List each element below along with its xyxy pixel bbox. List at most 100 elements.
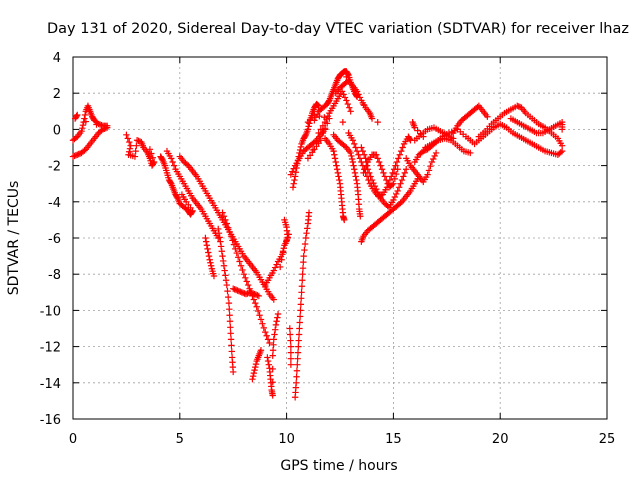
series-sat-a	[69, 102, 111, 144]
data-point-marker	[316, 112, 323, 120]
x-tick-label: 10	[278, 432, 295, 447]
data-point-marker	[296, 319, 303, 326]
data-point-marker	[265, 361, 272, 368]
data-point-marker	[365, 169, 373, 177]
data-point-marker	[397, 180, 404, 187]
data-point-marker	[169, 158, 176, 166]
data-point-marker	[291, 176, 298, 184]
data-point-marker	[251, 366, 258, 374]
data-point-marker	[314, 101, 321, 108]
data-point-marker	[219, 252, 226, 260]
data-point-marker	[321, 114, 328, 121]
data-point-marker	[263, 332, 270, 339]
data-point-marker	[293, 379, 300, 386]
y-tick-label: -4	[48, 196, 61, 211]
series-sat-k	[249, 347, 265, 383]
series-sat-c	[123, 131, 158, 169]
data-point-marker	[343, 73, 350, 81]
data-point-marker	[124, 135, 132, 142]
data-point-marker	[252, 299, 259, 307]
data-point-marker	[167, 179, 174, 186]
data-point-marker	[101, 125, 108, 132]
data-point-marker	[257, 316, 265, 323]
data-point-marker	[298, 289, 305, 296]
data-point-marker	[411, 124, 418, 131]
data-point-marker	[81, 111, 89, 119]
data-point-marker	[428, 158, 436, 166]
data-point-marker	[242, 274, 249, 282]
data-point-marker	[430, 155, 437, 163]
data-point-marker	[269, 392, 276, 399]
data-point-marker	[363, 162, 370, 169]
series-sat-l	[264, 310, 282, 399]
data-point-marker	[295, 337, 302, 344]
data-point-marker	[375, 158, 383, 166]
data-point-marker	[392, 162, 399, 169]
data-point-marker	[297, 307, 304, 314]
data-point-marker	[299, 277, 306, 284]
data-point-marker	[431, 140, 438, 147]
data-point-marker	[341, 143, 349, 150]
data-point-marker	[373, 151, 380, 158]
data-point-marker	[285, 231, 292, 238]
data-point-marker	[420, 133, 427, 140]
data-point-marker	[269, 378, 276, 386]
data-point-marker	[300, 258, 307, 266]
data-point-marker	[272, 326, 279, 333]
data-point-marker	[269, 352, 276, 359]
data-point-marker	[302, 234, 310, 242]
data-point-marker	[341, 94, 349, 101]
data-point-marker	[351, 140, 358, 148]
data-point-marker	[305, 123, 312, 130]
data-point-marker	[314, 102, 322, 109]
data-point-marker	[202, 234, 209, 242]
data-point-marker	[333, 166, 341, 173]
data-point-marker	[225, 224, 232, 231]
series-sat-ae	[450, 102, 491, 137]
data-point-marker	[303, 229, 310, 237]
data-point-marker	[301, 246, 308, 254]
series-sat-aj	[304, 111, 427, 162]
data-point-marker	[72, 152, 80, 159]
data-point-marker	[358, 144, 365, 151]
data-point-marker	[304, 225, 311, 232]
data-point-marker	[421, 147, 428, 154]
data-point-marker	[304, 118, 312, 126]
data-point-marker	[188, 208, 196, 216]
data-point-marker	[557, 149, 564, 156]
data-point-marker	[287, 349, 295, 356]
data-point-marker	[183, 161, 191, 168]
y-tick-label: -16	[40, 413, 61, 428]
x-tick-label: 25	[599, 432, 616, 447]
data-point-marker	[103, 124, 111, 131]
data-point-marker	[420, 147, 427, 155]
data-point-marker	[170, 162, 178, 169]
data-point-marker	[384, 202, 391, 210]
data-point-marker	[173, 193, 181, 201]
data-point-marker	[295, 331, 303, 338]
data-point-marker	[352, 173, 359, 180]
data-point-marker	[207, 262, 215, 269]
data-point-marker	[230, 285, 237, 292]
data-point-marker	[393, 170, 400, 178]
data-point-marker	[79, 124, 86, 132]
data-point-marker	[255, 292, 263, 300]
data-point-marker	[323, 120, 331, 127]
data-point-marker	[325, 98, 332, 105]
data-point-marker	[219, 209, 226, 216]
data-point-marker	[347, 108, 354, 115]
data-point-marker	[227, 330, 234, 337]
data-point-marker	[224, 287, 231, 295]
data-point-marker	[394, 166, 401, 173]
data-point-marker	[249, 292, 256, 300]
data-point-marker	[220, 257, 227, 265]
data-point-marker	[296, 149, 303, 157]
data-point-marker	[220, 213, 228, 220]
data-point-marker	[353, 147, 361, 155]
data-point-marker	[400, 173, 407, 180]
series-sat-ah	[507, 115, 566, 137]
data-point-marker	[291, 173, 299, 180]
data-point-marker	[361, 151, 368, 158]
data-point-marker	[344, 100, 352, 108]
data-point-marker	[221, 267, 228, 274]
